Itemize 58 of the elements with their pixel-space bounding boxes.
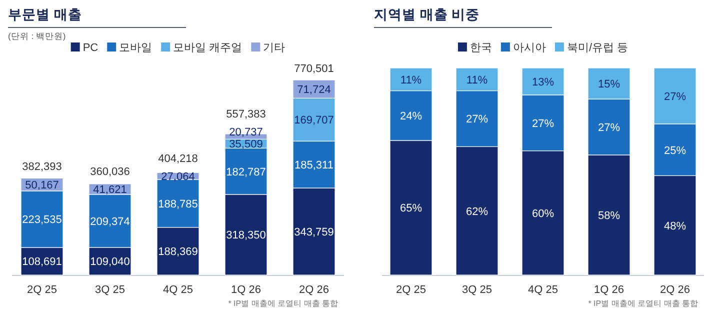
x-tick-label: 4Q 25	[528, 284, 558, 296]
x-tick-label: 2Q 26	[660, 284, 690, 296]
legend-label: 아시아	[512, 42, 546, 54]
data-label: 11%	[466, 74, 488, 86]
data-label: 27%	[466, 114, 488, 126]
x-tick-label: 3Q 25	[95, 284, 125, 296]
data-label: 11%	[400, 74, 422, 86]
legend-label: PC	[82, 42, 98, 54]
data-label: 24%	[400, 110, 422, 123]
data-label: 109,040	[90, 256, 130, 268]
data-label: 50,167	[25, 180, 59, 192]
x-tick-label: 2Q 26	[299, 284, 329, 296]
total-label: 770,501	[294, 63, 334, 75]
data-label: 60%	[532, 208, 554, 220]
x-tick-label: 1Q 26	[231, 284, 261, 296]
data-label: 318,350	[226, 230, 266, 242]
data-label: 35,509	[229, 138, 263, 151]
chart-subtitle: (단위 : 백만원)	[8, 31, 66, 41]
data-label: 27%	[532, 118, 554, 130]
data-label: 25%	[664, 144, 686, 157]
data-label: 62%	[466, 206, 488, 218]
x-tick-label: 2Q 25	[396, 284, 426, 296]
legend-label: 한국	[470, 42, 492, 54]
legend-label: 모바일 캐주얼	[173, 42, 242, 54]
legend-label: 기타	[263, 42, 286, 54]
data-label: 169,707	[294, 114, 334, 127]
total-label: 404,218	[158, 153, 198, 166]
chart-title: 부문별 매출	[8, 7, 82, 22]
data-label: 182,787	[226, 166, 266, 178]
total-label: 382,393	[22, 161, 62, 174]
legend-label: 모바일	[119, 42, 152, 54]
data-label: 48%	[664, 220, 686, 232]
data-label: 13%	[532, 76, 554, 88]
text: * IP별 매출에 로열티 매출 통합	[588, 299, 698, 308]
total-label: 557,383	[226, 108, 266, 121]
total-label: 360,036	[90, 166, 130, 178]
x-tick-label: 1Q 26	[594, 284, 624, 296]
x-tick-label: 4Q 25	[163, 284, 193, 296]
x-tick-label: 2Q 25	[27, 284, 57, 296]
data-label: 223,535	[22, 214, 62, 226]
data-label: 41,621	[93, 184, 127, 196]
data-label: 188,369	[158, 246, 198, 258]
data-label: 58%	[598, 210, 620, 222]
data-label: 20,737	[229, 126, 263, 139]
data-label: 209,374	[90, 216, 130, 228]
chart-title: 지역별 매출 비중	[374, 7, 480, 22]
data-label: 27%	[598, 122, 620, 134]
data-label: 108,691	[22, 256, 62, 268]
legend-label: 북미/유럽 등	[566, 42, 628, 54]
data-label: 65%	[400, 202, 422, 215]
data-label: 188,785	[158, 198, 198, 210]
data-label: 71,724	[297, 84, 331, 96]
text: * IP별 매출에 로열티 매출 통합	[228, 299, 338, 308]
data-label: 343,759	[294, 226, 334, 238]
data-label: 15%	[598, 78, 620, 91]
data-label: 27%	[664, 90, 686, 103]
data-label: 185,311	[294, 160, 334, 172]
x-tick-label: 3Q 25	[462, 284, 492, 296]
